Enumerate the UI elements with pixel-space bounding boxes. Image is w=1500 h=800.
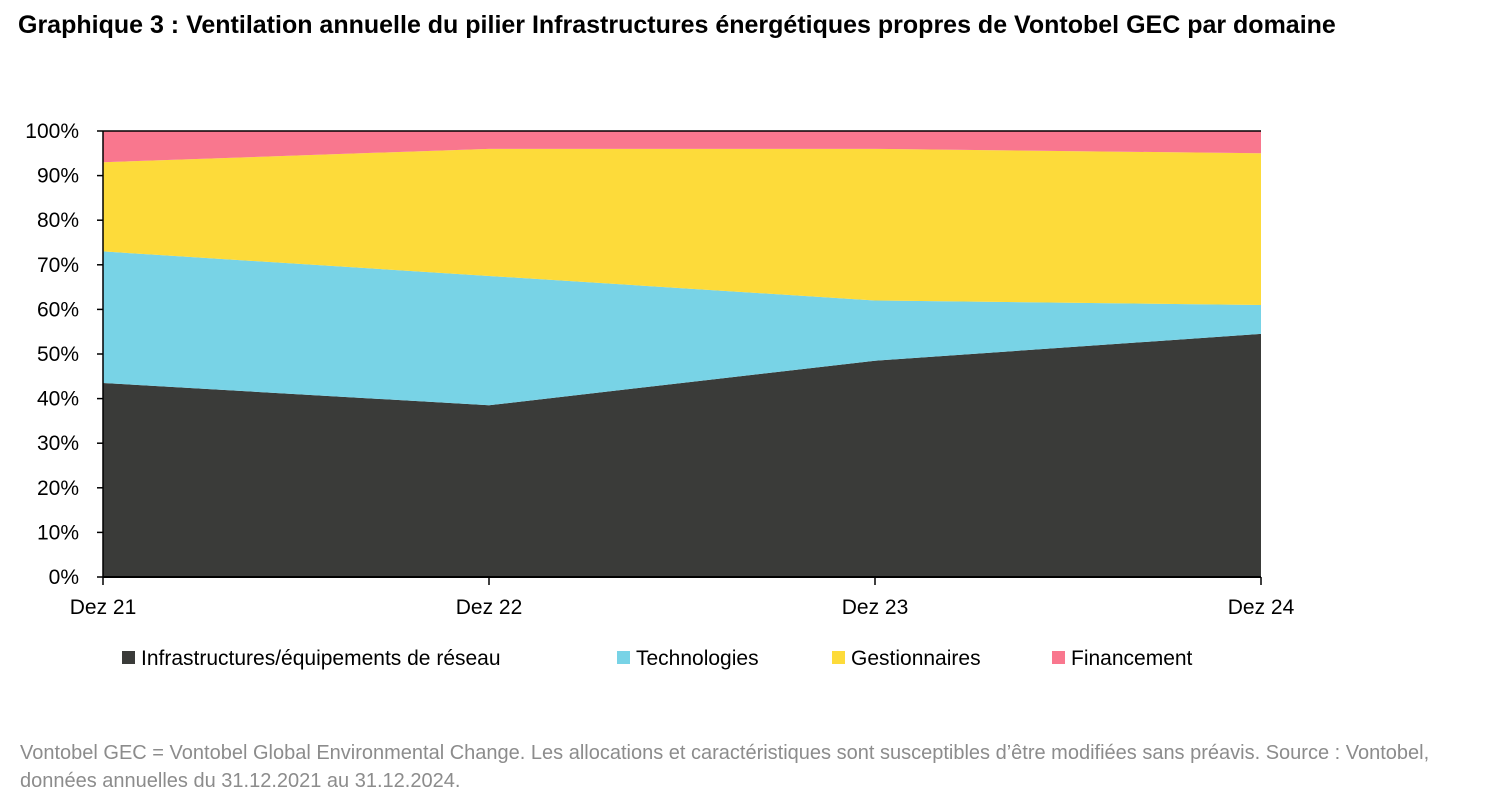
- area-series-group: [103, 131, 1261, 577]
- y-tick-label: 50%: [37, 343, 79, 366]
- y-tick-label: 20%: [37, 477, 79, 500]
- y-tick-label: 10%: [37, 521, 79, 544]
- y-tick-label: 80%: [37, 209, 79, 232]
- x-tick-label: Dez 24: [1228, 596, 1295, 619]
- legend-label-infrastructures-equipements-de-reseau: Infrastructures/équipements de réseau: [141, 647, 501, 670]
- y-tick-label: 0%: [49, 566, 79, 589]
- area-technologies: [103, 251, 1261, 406]
- legend-label-gestionnaires: Gestionnaires: [851, 647, 981, 670]
- area-gestionnaires: [103, 148, 1261, 305]
- legend: Infrastructures/équipements de réseau Tec…: [122, 647, 1193, 670]
- y-tick-label: 30%: [37, 432, 79, 455]
- chart-title: Graphique 3 : Ventilation annuelle du pi…: [18, 11, 1336, 39]
- area-infrastructures-equipements-de-reseau: [103, 333, 1261, 577]
- legend-swatch-technologies: [617, 651, 630, 664]
- x-tick-label: Dez 21: [70, 596, 137, 619]
- legend-label-technologies: Technologies: [636, 647, 759, 670]
- y-tick-label: 100%: [25, 120, 79, 143]
- x-tick-label: Dez 22: [456, 596, 523, 619]
- legend-label-financement: Financement: [1071, 647, 1193, 670]
- x-tick-label: Dez 23: [842, 596, 909, 619]
- y-tick-label: 90%: [37, 165, 79, 188]
- axes-group: 0% 10% 20% 30% 40% 50% 60% 70% 80% 90% 100% Dez 21 D…: [25, 120, 1294, 619]
- y-tick-label: 70%: [37, 254, 79, 277]
- legend-swatch-gestionnaires: [832, 651, 845, 664]
- y-tick-label: 40%: [37, 388, 79, 411]
- legend-swatch-financement: [1052, 651, 1065, 664]
- source-footnote: Vontobel GEC = Vontobel Global Environme…: [20, 742, 1430, 792]
- legend-swatch-infrastructures-equipements-de-reseau: [122, 651, 135, 664]
- area-financement: [103, 131, 1261, 163]
- y-tick-label: 60%: [37, 298, 79, 321]
